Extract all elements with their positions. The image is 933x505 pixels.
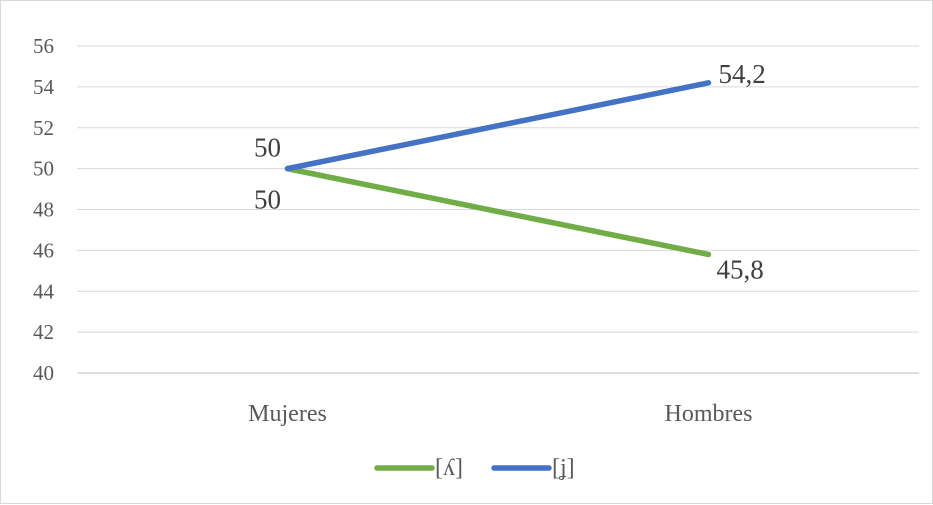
data-label: 50 [254, 185, 281, 215]
legend-label: [ʝ] [552, 455, 575, 481]
y-tick-label: 40 [33, 361, 54, 385]
y-tick-label: 42 [33, 320, 54, 344]
data-label: 50 [254, 133, 281, 163]
x-category-label: Mujeres [248, 401, 327, 427]
data-label: 45,8 [717, 254, 764, 284]
y-axis-ticks: 40 42 44 46 48 50 52 54 56 [33, 34, 55, 385]
y-tick-label: 44 [33, 279, 55, 303]
x-axis-categories: Mujeres Hombres [248, 401, 752, 427]
y-tick-label: 56 [33, 34, 54, 58]
y-tick-label: 52 [33, 116, 54, 140]
x-category-label: Hombres [665, 401, 753, 427]
y-tick-label: 54 [33, 75, 55, 99]
y-tick-label: 50 [33, 157, 54, 181]
y-tick-label: 48 [33, 198, 54, 222]
data-label: 54,2 [719, 59, 766, 89]
legend: [ʎ] [ʝ] [374, 455, 575, 481]
series-line [284, 165, 712, 258]
data-labels: 50 45,8 50 54,2 [254, 59, 766, 285]
series-line [284, 80, 712, 172]
series-lines [284, 80, 712, 258]
legend-label: [ʎ] [435, 455, 463, 481]
y-tick-label: 46 [33, 238, 54, 262]
